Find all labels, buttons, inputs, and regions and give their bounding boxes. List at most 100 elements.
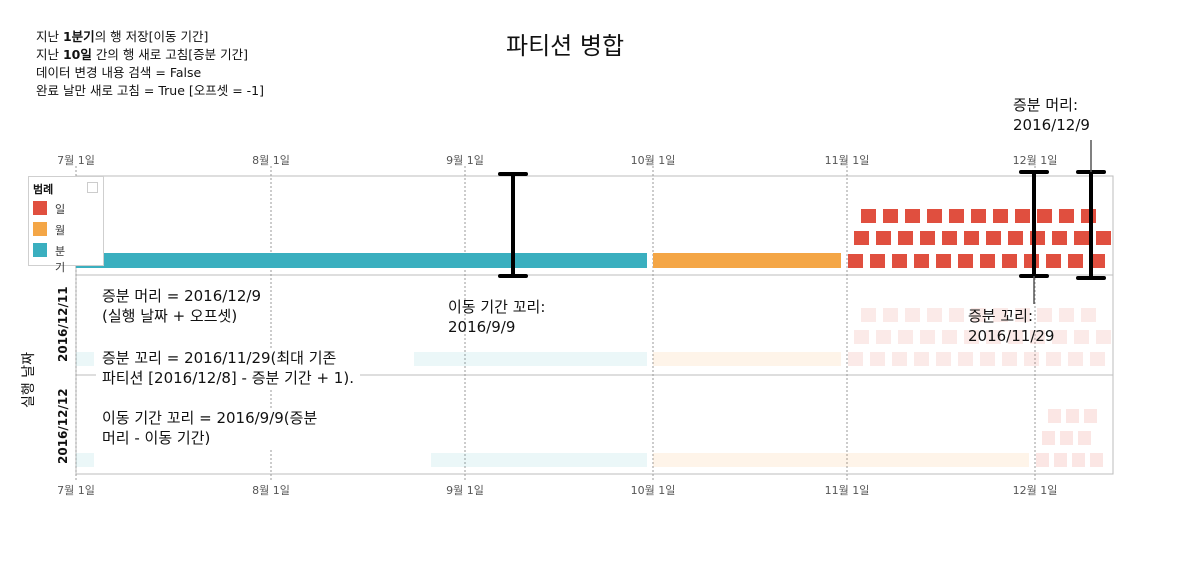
faded-day-block — [1074, 330, 1089, 344]
faded-day-block — [1081, 308, 1096, 322]
faded-day-block — [914, 352, 929, 366]
day-partition-block — [1024, 254, 1039, 268]
day-partition-block — [949, 209, 964, 223]
faded-day-block — [905, 308, 920, 322]
day-partition-block — [1046, 254, 1061, 268]
faded-quarter-bar — [76, 453, 94, 467]
faded-day-block — [927, 308, 942, 322]
day-partition-block — [870, 254, 885, 268]
row-label-1212: 2016/12/12 — [56, 388, 70, 464]
note-incremental-tail: 증분 꼬리 = 2016/11/29(최대 기존 파티션 [2016/12/8]… — [96, 348, 360, 388]
faded-day-block — [1048, 409, 1061, 423]
month-tick-top: 7월 1일 — [57, 154, 95, 167]
day-partition-block — [958, 254, 973, 268]
incremental-head-label: 증분 머리: — [1013, 96, 1079, 114]
legend-label-month: 월 — [55, 224, 66, 237]
parameter-list: 지난 1분기의 행 저장[이동 기간] 지난 10일 간의 행 새로 고침[증분… — [36, 28, 264, 100]
faded-day-block — [1090, 453, 1103, 467]
month-tick-bottom: 7월 1일 — [57, 484, 95, 497]
legend-label-day: 일 — [55, 203, 66, 216]
legend-title: 범례 — [33, 183, 54, 196]
param-line-1: 지난 1분기의 행 저장[이동 기간] — [36, 29, 209, 44]
faded-day-block — [1090, 352, 1105, 366]
faded-day-block — [993, 308, 1008, 322]
faded-day-block — [1042, 431, 1055, 445]
day-partition-block — [861, 209, 876, 223]
note-tail-line-1: 증분 꼬리 = 2016/11/29(최대 기존 — [102, 349, 337, 367]
faded-day-block — [1030, 330, 1045, 344]
note-roll-line-2: 머리 - 이동 기간) — [102, 429, 211, 447]
quarter-partition-bar — [76, 253, 647, 268]
faded-day-block — [936, 352, 951, 366]
rolling-tail-date: 2016/9/9 — [448, 318, 516, 336]
month-tick-top: 11월 1일 — [824, 154, 870, 167]
day-partition-block — [1002, 254, 1017, 268]
faded-day-block — [1015, 308, 1030, 322]
faded-day-block — [958, 352, 973, 366]
day-partition-block — [1068, 254, 1083, 268]
month-tick-bottom: 12월 1일 — [1012, 484, 1058, 497]
faded-day-block — [876, 330, 891, 344]
faded-day-block — [883, 308, 898, 322]
day-partition-block — [942, 231, 957, 245]
legend-label-quarter: 분기 — [55, 245, 66, 274]
legend-collapse-icon[interactable] — [87, 182, 98, 193]
faded-day-block — [1060, 431, 1073, 445]
day-partition-block — [1081, 209, 1096, 223]
month-tick-bottom: 10월 1일 — [630, 484, 676, 497]
diagram-title: 파티션 병합 — [506, 32, 625, 60]
faded-day-block — [1059, 308, 1074, 322]
faded-day-block — [1037, 308, 1052, 322]
day-partition-block — [854, 231, 869, 245]
legend-swatch-month — [33, 222, 47, 236]
faded-day-block — [892, 352, 907, 366]
day-partition-block — [993, 209, 1008, 223]
day-partition-block — [883, 209, 898, 223]
faded-day-block — [1046, 352, 1061, 366]
faded-day-block — [949, 308, 964, 322]
faded-quarter-bar — [431, 453, 647, 467]
month-tick-bottom: 9월 1일 — [446, 484, 484, 497]
legend-swatch-day — [33, 201, 47, 215]
incremental-head-callout: 증분 머리: 2016/12/9 — [1013, 95, 1090, 135]
faded-day-block — [861, 308, 876, 322]
faded-day-block — [980, 352, 995, 366]
faded-day-block — [848, 352, 863, 366]
faded-day-block — [854, 330, 869, 344]
month-tick-top: 10월 1일 — [630, 154, 676, 167]
day-partition-block — [971, 209, 986, 223]
month-tick-top: 9월 1일 — [446, 154, 484, 167]
legend: 범례 일 월 분기 — [28, 176, 104, 274]
day-partition-block — [986, 231, 1001, 245]
month-tick-bottom: 11월 1일 — [824, 484, 870, 497]
param-line-4: 완료 날만 새로 고침 = True [오프셋 = -1] — [36, 83, 265, 98]
note-tail-line-2: 파티션 [2016/12/8] - 증분 기간 + 1). — [102, 369, 354, 387]
day-partition-block — [1059, 209, 1074, 223]
param-line-2: 지난 10일 간의 행 새로 고침[증분 기간] — [36, 47, 249, 62]
day-partition-block — [964, 231, 979, 245]
day-partition-block — [898, 231, 913, 245]
param-line-3: 데이터 변경 내용 검색 = False — [36, 65, 202, 80]
incremental-tail-callout: 증분 꼬리: 2016/11/29 — [968, 306, 1054, 346]
day-partition-block — [1096, 231, 1111, 245]
faded-quarter-bar — [76, 352, 94, 366]
day-partition-block — [1037, 209, 1052, 223]
faded-day-block — [964, 330, 979, 344]
faded-quarter-bar — [414, 352, 647, 366]
day-partition-block — [1052, 231, 1067, 245]
day-partition-block — [905, 209, 920, 223]
faded-day-block — [1084, 409, 1097, 423]
month-tick-bottom: 8월 1일 — [252, 484, 290, 497]
faded-day-block — [1078, 431, 1091, 445]
day-partition-block — [920, 231, 935, 245]
note-head-line-1: 증분 머리 = 2016/12/9 — [102, 287, 261, 305]
faded-day-block — [1002, 352, 1017, 366]
panel-border — [75, 175, 1114, 475]
day-partition-block — [892, 254, 907, 268]
day-partition-block — [1008, 231, 1023, 245]
day-partition-block — [936, 254, 951, 268]
day-partition-block — [1015, 209, 1030, 223]
incremental-head-date: 2016/12/9 — [1013, 116, 1090, 134]
